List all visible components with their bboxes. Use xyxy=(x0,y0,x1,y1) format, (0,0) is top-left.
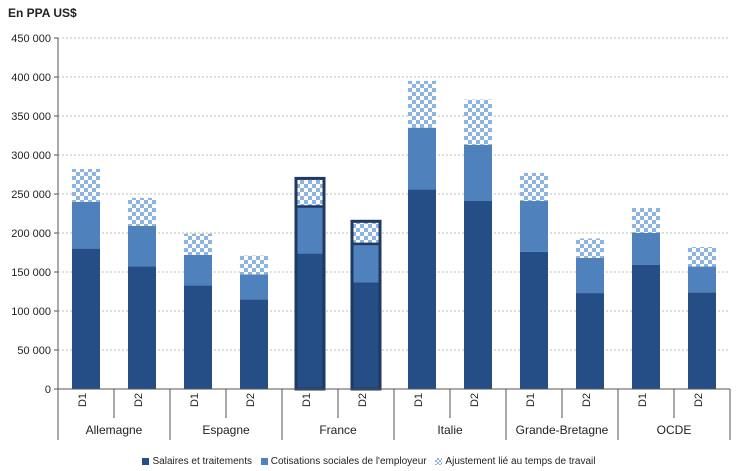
bar-segment-salaires xyxy=(296,253,324,389)
legend-label-salaires: Salaires et traitements xyxy=(152,456,252,467)
bar-segment-cotisations xyxy=(520,201,548,252)
y-axis-ticks: 0 50 000 100 000 150 000 200 000 250 000 300 0… xyxy=(11,33,58,396)
bar-segment-ajustement xyxy=(72,169,100,202)
x-tick-label: D2 xyxy=(133,393,145,407)
x-tick-label: D1 xyxy=(77,393,89,407)
legend-label-ajustement: Ajustement lié au temps de travail xyxy=(445,456,596,467)
legend-swatch-salaires xyxy=(142,457,150,465)
bar-segment-ajustement xyxy=(408,80,436,128)
x-tick-label: D2 xyxy=(469,393,481,407)
legend-swatch-cotisations xyxy=(260,457,268,465)
group-label: Espagne xyxy=(202,423,250,437)
bar-segment-ajustement xyxy=(464,99,492,145)
bar-segment-salaires xyxy=(576,293,604,389)
y-tick-label: 200 000 xyxy=(11,228,51,240)
bar-segment-ajustement xyxy=(520,172,548,202)
bar-segment-ajustement xyxy=(184,233,212,255)
bar-segment-cotisations xyxy=(352,243,380,283)
bars xyxy=(72,80,716,391)
bar-segment-cotisations xyxy=(408,127,436,190)
y-tick-label: 0 xyxy=(45,384,51,396)
legend-item-cotisations: Cotisations sociales de l'employeur xyxy=(260,456,427,467)
gridlines xyxy=(58,37,730,351)
bar-segment-ajustement xyxy=(128,197,156,226)
bar-segment-cotisations xyxy=(128,225,156,267)
x-tick-label: D1 xyxy=(413,393,425,407)
bar-segment-ajustement xyxy=(352,221,380,244)
bar-segment-salaires xyxy=(128,266,156,389)
x-tick-label: D1 xyxy=(301,393,313,407)
bar-segment-cotisations xyxy=(240,274,268,300)
x-tick-label: D1 xyxy=(525,393,537,407)
legend-item-salaires: Salaires et traitements xyxy=(142,456,252,467)
bar-segment-ajustement xyxy=(296,178,324,207)
group-label: Allemagne xyxy=(86,423,143,437)
group-label: Grande-Bretagne xyxy=(516,423,609,437)
bar-segment-cotisations xyxy=(184,254,212,286)
bar-segment-salaires xyxy=(632,264,660,389)
y-tick-label: 150 000 xyxy=(11,267,51,279)
bar-segment-ajustement xyxy=(688,247,716,267)
legend-swatch-ajustement xyxy=(435,457,443,465)
bar-segment-cotisations xyxy=(576,257,604,294)
y-tick-label: 450 000 xyxy=(11,33,51,45)
bar-segment-cotisations xyxy=(72,201,100,249)
bar-segment-salaires xyxy=(352,282,380,389)
x-axis: D1 D2 Allemagne D1 D2 Espagne D1 D2 France D1 D2 It… xyxy=(57,38,731,440)
y-tick-label: 400 000 xyxy=(11,72,51,84)
bar-segment-cotisations xyxy=(296,206,324,254)
y-tick-label: 250 000 xyxy=(11,189,51,201)
group-label: France xyxy=(319,423,357,437)
bar-segment-cotisations xyxy=(688,266,716,293)
bar-segment-ajustement xyxy=(240,255,268,275)
group-label: OCDE xyxy=(657,423,692,437)
bar-segment-salaires xyxy=(72,248,100,389)
y-tick-label: 350 000 xyxy=(11,111,51,123)
bar-segment-cotisations xyxy=(632,233,660,265)
bar-segment-salaires xyxy=(240,299,268,389)
x-tick-label: D2 xyxy=(357,393,369,407)
bar-segment-salaires xyxy=(520,251,548,389)
legend: Salaires et traitements Cotisations soci… xyxy=(0,456,738,467)
y-tick-label: 100 000 xyxy=(11,306,51,318)
y-tick-label: 300 000 xyxy=(11,150,51,162)
bar-segment-salaires xyxy=(688,292,716,389)
bar-segment-salaires xyxy=(464,201,492,389)
x-tick-label: D2 xyxy=(581,393,593,407)
bar-segment-cotisations xyxy=(464,144,492,202)
legend-label-cotisations: Cotisations sociales de l'employeur xyxy=(270,456,427,467)
group-label: Italie xyxy=(437,423,463,437)
bar-segment-ajustement xyxy=(632,208,660,233)
x-tick-label: D1 xyxy=(189,393,201,407)
bar-segment-salaires xyxy=(408,189,436,389)
x-tick-label: D1 xyxy=(637,393,649,407)
y-tick-label: 50 000 xyxy=(17,345,51,357)
x-tick-label: D2 xyxy=(693,393,705,407)
y-axis-unit-label: En PPA US$ xyxy=(8,6,77,20)
legend-item-ajustement: Ajustement lié au temps de travail xyxy=(435,456,596,467)
bar-segment-salaires xyxy=(184,285,212,389)
x-tick-label: D2 xyxy=(245,393,257,407)
bar-segment-ajustement xyxy=(576,238,604,258)
